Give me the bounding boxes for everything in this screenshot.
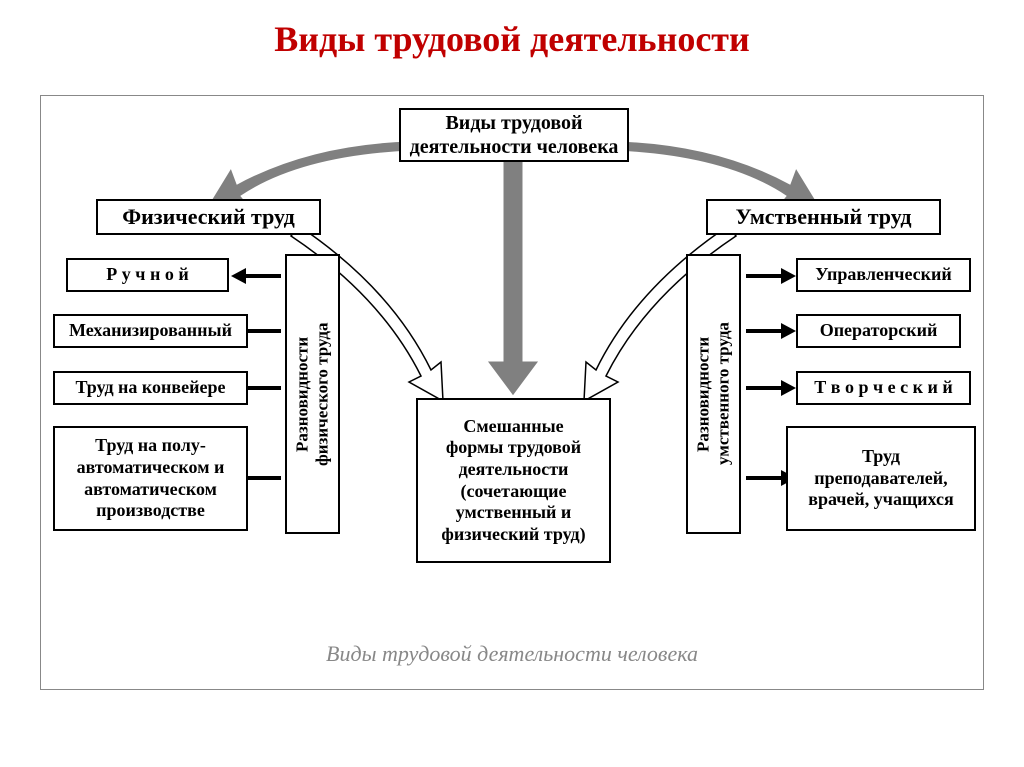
root-box: Виды трудовойдеятельности человека (399, 108, 629, 162)
left-item: Труд на полу-автоматическом иавтоматичес… (53, 426, 248, 531)
left-branch-box: Физический труд (96, 199, 321, 235)
right-item: Операторский (796, 314, 961, 348)
center-box: Смешанныеформы трудовойдеятельности(соче… (416, 398, 611, 563)
right-item: Трудпреподавателей,врачей, учащихся (786, 426, 976, 531)
left-item: Механизированный (53, 314, 248, 348)
right-item: Т в о р ч е с к и й (796, 371, 971, 405)
left-item: Р у ч н о й (66, 258, 229, 292)
right-item: Управленческий (796, 258, 971, 292)
right-branch-box: Умственный труд (706, 199, 941, 235)
left-item: Труд на конвейере (53, 371, 248, 405)
page-title: Виды трудовой деятельности (0, 0, 1024, 60)
diagram-frame: Виды трудовойдеятельности человека Физич… (40, 95, 984, 690)
diagram-caption: Виды трудовой деятельности человека (41, 641, 983, 667)
right-vertical-box: Разновидностиумственного труда (686, 254, 741, 534)
left-vertical-box: Разновидностифизического труда (285, 254, 340, 534)
